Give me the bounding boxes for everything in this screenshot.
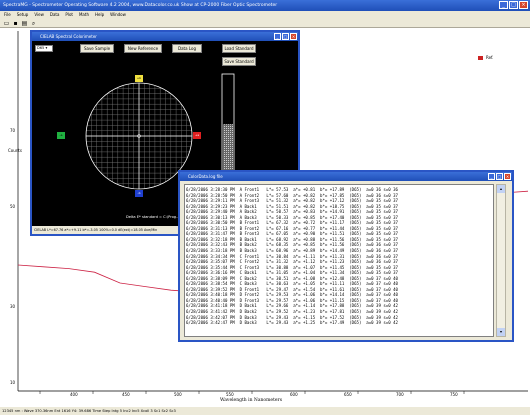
log-minimize-button[interactable]: _ <box>488 173 495 180</box>
x-axis-label: Wavelength in Nanometers <box>220 398 282 403</box>
plus-b-marker: +b <box>135 75 143 82</box>
cielab-titlebar: CIELAB Spectral Colorimeter _ □ × <box>32 32 298 41</box>
log-scrollbar[interactable]: ▴ ▾ <box>496 184 506 337</box>
save-sample-button[interactable]: Save Sample <box>80 44 114 53</box>
log-line: 6/28/2006 3:42:47 PM D Back3 L*= 29.43 a… <box>186 320 398 326</box>
x-tick-label: 700 <box>396 392 404 397</box>
log-line: 6/28/2006 3:35:07 PM C Front2 L*= 31.32 … <box>186 259 398 265</box>
cielab-close-button[interactable]: × <box>290 33 297 40</box>
load-standard-button[interactable]: Load Standard <box>222 44 256 53</box>
x-tick-label: 400 <box>70 392 78 397</box>
log-line: 6/28/2006 3:28:30 PM A Front1 L*= 57.53 … <box>186 187 398 192</box>
print-icon[interactable]: ▤ <box>21 19 28 27</box>
app-titlebar: SpectraMG - Spectrometer Operating Softw… <box>0 0 530 11</box>
y-tick-label: 10 <box>10 380 16 385</box>
toolbar: ▭ ▪ ▤ ⌕ <box>0 19 530 28</box>
log-close-button[interactable]: × <box>504 173 511 180</box>
scroll-down-icon[interactable]: ▾ <box>497 328 505 336</box>
log-line: 6/28/2006 3:32:43 PM B Back2 L*= 68.35 a… <box>186 242 398 248</box>
menu-math[interactable]: Math <box>78 12 89 17</box>
save-standard-button[interactable]: Save Standard <box>222 57 256 66</box>
log-line: 6/28/2006 3:34:34 PM C Front1 L*= 30.84 … <box>186 253 398 259</box>
menu-data[interactable]: Data <box>49 12 60 17</box>
log-line: 6/28/2006 3:41:18 PM D Back1 L*= 29.66 a… <box>186 303 398 309</box>
y-tick-label: 70 <box>10 128 16 133</box>
log-titlebar: ColorData.log file _ □ × <box>180 172 512 181</box>
menu-bar: File Setup View Data Plot Math Help Wind… <box>0 11 530 19</box>
cielab-minimize-button[interactable]: _ <box>274 33 281 40</box>
log-text-area[interactable]: 6/28/2006 3:28:30 PM A Front1 L*= 57.53 … <box>184 184 494 337</box>
menu-setup[interactable]: Setup <box>16 12 29 17</box>
log-line: 6/28/2006 3:38:54 PM C Back3 L*= 30.63 a… <box>186 281 398 287</box>
app-status-bar: 12345 nm : Wave 370.36nm Ent 1616 Y4: 39… <box>0 407 530 415</box>
sample-point <box>137 134 141 138</box>
log-line: 6/28/2006 3:40:40 PM D Front3 L*= 29.57 … <box>186 297 398 303</box>
scroll-up-icon[interactable]: ▴ <box>497 185 505 193</box>
log-line: 6/28/2006 3:40:18 PM D Front2 L*= 29.53 … <box>186 292 398 298</box>
log-line: 6/28/2006 3:31:13 PM B Front2 L*= 67.16 … <box>186 225 398 231</box>
observer-select[interactable]: D65 ▾ <box>35 45 53 52</box>
minimize-button[interactable]: _ <box>499 1 508 9</box>
log-line: 6/28/2006 3:38:09 PM C Back2 L*= 30.51 a… <box>186 275 398 281</box>
menu-file[interactable]: File <box>4 12 11 17</box>
log-line: 6/28/2006 3:28:50 PM A Front2 L*= 57.60 … <box>186 192 398 198</box>
log-line: 6/28/2006 3:35:44 PM C Front3 L*= 30.88 … <box>186 264 398 270</box>
standard-file-text: Delta E* standard = C:\Prog... <box>126 215 180 219</box>
open-icon[interactable]: ▭ <box>3 19 10 27</box>
menu-plot[interactable]: Plot <box>65 12 73 17</box>
x-tick-label: 750 <box>450 392 458 397</box>
new-reference-button[interactable]: New Reference <box>124 44 162 53</box>
plus-a-marker: +a <box>193 132 201 139</box>
log-line: 6/28/2006 3:39:52 PM D Front1 L*= 29.47 … <box>186 286 398 292</box>
log-line: 6/28/2006 3:33:18 PM B Back3 L*= 68.96 a… <box>186 248 398 254</box>
log-title: ColorData.log file <box>188 174 223 179</box>
log-line: 6/28/2006 3:32:18 PM B Back1 L*= 68.92 a… <box>186 236 398 242</box>
save-icon[interactable]: ▪ <box>13 19 18 27</box>
log-line: 6/28/2006 3:36:16 PM C Back1 L*= 31.05 a… <box>186 270 398 276</box>
menu-view[interactable]: View <box>34 12 44 17</box>
log-line: 6/28/2006 3:31:47 PM B Front3 L*= 67.05 … <box>186 231 398 237</box>
x-tick-label: 600 <box>290 392 298 397</box>
app-title: SpectraMG - Spectrometer Operating Softw… <box>3 3 278 8</box>
data-log-button[interactable]: Data Log <box>172 44 202 53</box>
log-maximize-button[interactable]: □ <box>496 173 503 180</box>
menu-help[interactable]: Help <box>94 12 105 17</box>
log-line: 6/28/2006 3:30:50 PM B Front1 L*= 67.32 … <box>186 220 398 226</box>
legend-label: Ref. <box>486 55 494 60</box>
chart-legend: Ref. <box>478 55 493 60</box>
y-axis-label: Counts <box>8 148 22 153</box>
y-tick-label: 50 <box>10 204 16 209</box>
maximize-button[interactable]: □ <box>509 1 518 9</box>
log-line: 6/28/2006 3:29:40 PM A Back2 L*= 50.57 a… <box>186 209 398 215</box>
minus-a-marker: -a <box>57 132 65 139</box>
minus-b-marker: -b <box>135 190 143 197</box>
log-window: ColorData.log file _ □ × 6/28/2006 3:28:… <box>178 170 514 342</box>
x-tick-label: 550 <box>226 392 234 397</box>
legend-swatch <box>478 55 483 60</box>
log-line: 6/28/2006 3:42:07 PM D Back3 L*= 29.43 a… <box>186 314 398 320</box>
log-line: 6/28/2006 3:29:23 PM A Back1 L*= 51.51 a… <box>186 203 398 209</box>
x-tick-label: 650 <box>344 392 352 397</box>
log-line: 6/28/2006 3:30:13 PM A Back3 L*= 50.33 a… <box>186 214 398 220</box>
lightness-bar-fill <box>223 124 233 206</box>
cielab-title: CIELAB Spectral Colorimeter <box>40 34 97 39</box>
x-tick-label: 450 <box>122 392 130 397</box>
log-line: 6/28/2006 3:29:11 PM A Front3 L*= 51.32 … <box>186 198 398 204</box>
x-tick-label: 500 <box>174 392 182 397</box>
menu-window[interactable]: Window <box>110 12 126 17</box>
close-button[interactable]: × <box>519 1 528 9</box>
zoom-icon[interactable]: ⌕ <box>31 19 36 27</box>
y-tick-label: 30 <box>10 304 16 309</box>
log-line: 6/28/2006 3:41:42 PM D Back2 L*= 29.52 a… <box>186 309 398 315</box>
cielab-maximize-button[interactable]: □ <box>282 33 289 40</box>
cielab-status-bar: CIELAB L*=67.76 a*=+9.11 b*=-3.05 100%=0… <box>32 226 298 234</box>
